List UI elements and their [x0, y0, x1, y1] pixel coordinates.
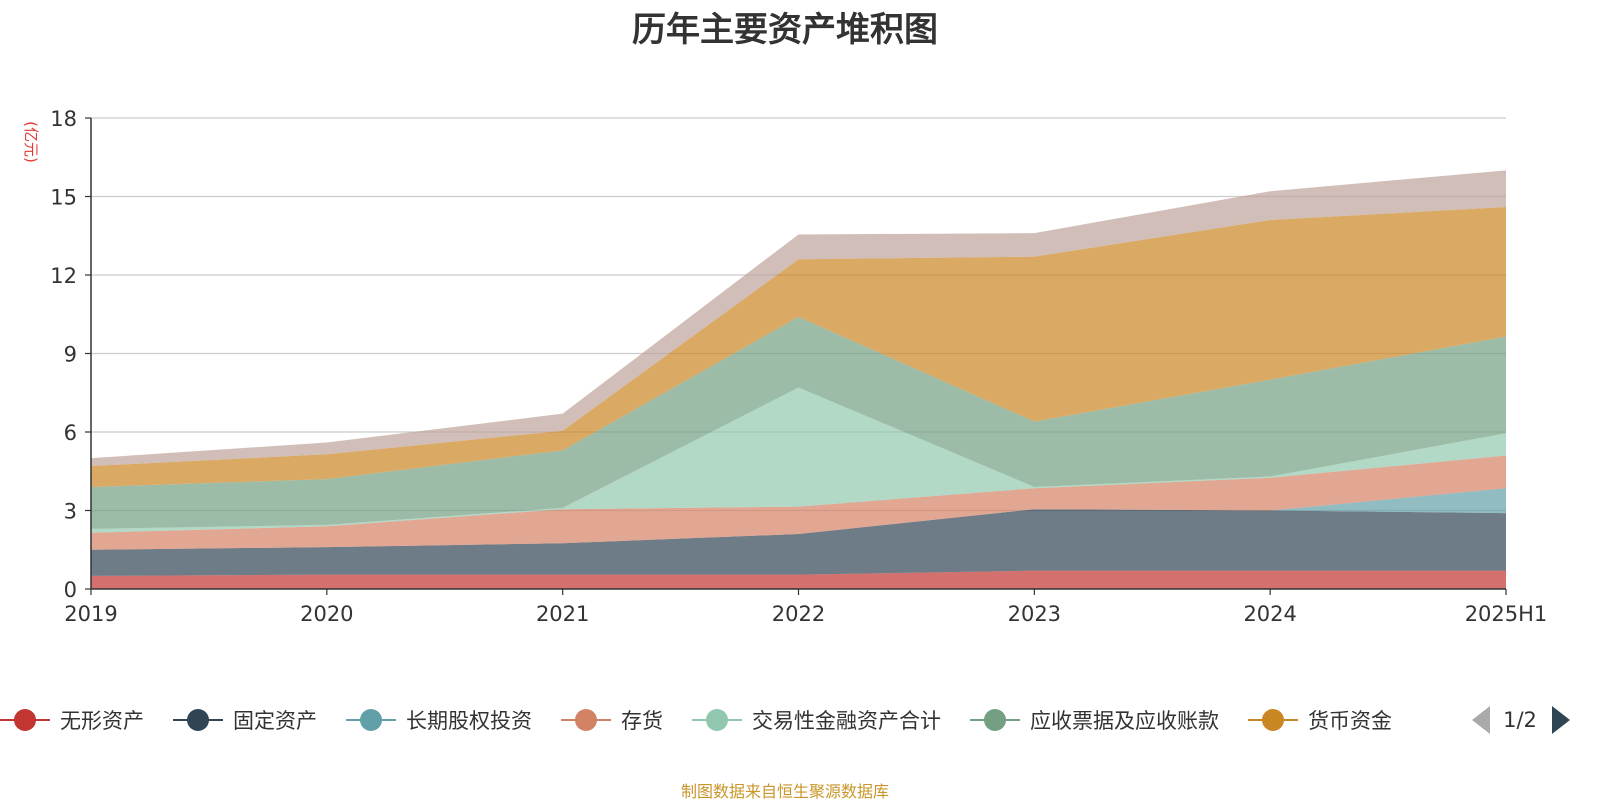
legend-pager: 1/2	[1472, 706, 1570, 734]
legend-marker[interactable]	[1262, 709, 1284, 731]
y-tick-label: 9	[64, 343, 77, 367]
legend-page-indicator: 1/2	[1503, 708, 1537, 732]
chart-title: 历年主要资产堆积图	[632, 10, 938, 50]
legend-item-label[interactable]: 交易性金融资产合计	[752, 709, 941, 733]
source-note: 制图数据来自恒生聚源数据库	[680, 782, 889, 801]
x-tick-label: 2021	[536, 602, 589, 626]
legend-item-label[interactable]: 存货	[621, 709, 663, 733]
x-tick-label: 2020	[300, 602, 353, 626]
legend-marker[interactable]	[187, 709, 209, 731]
area-series-5[interactable]	[91, 316, 1506, 529]
x-tick-label: 2022	[772, 602, 825, 626]
area-series-3[interactable]	[91, 455, 1506, 550]
y-tick-label: 0	[64, 578, 77, 602]
legend-marker[interactable]	[360, 709, 382, 731]
area-series-6[interactable]	[91, 206, 1506, 487]
area-series	[91, 170, 1506, 589]
legend-marker[interactable]	[575, 709, 597, 731]
area-series-4[interactable]	[91, 387, 1506, 533]
legend-marker[interactable]	[14, 709, 36, 731]
legend-item-label[interactable]: 固定资产	[233, 709, 317, 733]
x-tick-label: 2023	[1008, 602, 1061, 626]
y-tick-label: 12	[50, 264, 77, 288]
legend-item-label[interactable]: 长期股权投资	[406, 709, 532, 733]
y-tick-label: 15	[50, 186, 77, 210]
legend: 无形资产 固定资产 长期股权投资 存货 交易性金融资产合计 应收票据及应收账款 货币资金	[0, 709, 1392, 733]
area-series-0[interactable]	[91, 570, 1506, 589]
legend-item-label[interactable]: 货币资金	[1308, 709, 1392, 733]
legend-item-label[interactable]: 应收票据及应收账款	[1030, 709, 1219, 733]
x-tick-labels: 2019 2020 2021 2022 2023 2024 2025H1	[64, 589, 1547, 626]
y-tick-labels: 0 3 6 9 12 15 18	[50, 107, 77, 602]
y-tick-label: 3	[64, 500, 77, 524]
y-tick-label: 18	[50, 107, 77, 131]
y-axis-unit: (亿元)	[22, 121, 40, 163]
x-tick-label: 2019	[64, 602, 117, 626]
x-tick-label: 2025H1	[1465, 602, 1548, 626]
area-series-7[interactable]	[91, 170, 1506, 467]
legend-item-label[interactable]: 无形资产	[60, 709, 144, 733]
legend-marker[interactable]	[706, 709, 728, 731]
legend-prev-icon[interactable]	[1472, 706, 1490, 734]
area-series-1[interactable]	[91, 509, 1506, 576]
y-tick-label: 6	[64, 421, 77, 445]
legend-marker[interactable]	[984, 709, 1006, 731]
x-tick-label: 2024	[1243, 602, 1296, 626]
legend-next-icon[interactable]	[1552, 706, 1570, 734]
